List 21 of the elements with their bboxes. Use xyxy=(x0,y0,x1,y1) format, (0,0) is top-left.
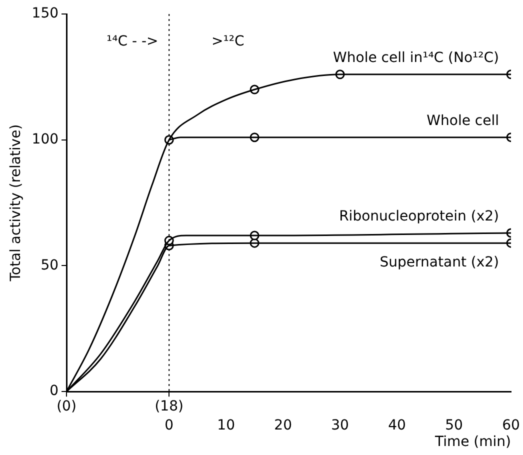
annotation: >¹²C xyxy=(212,34,244,50)
x-tick-label: 0 xyxy=(164,417,174,434)
x2-tick-label: (0) xyxy=(56,398,76,415)
series-label: Whole cell in¹⁴C (No¹²C) xyxy=(333,50,499,66)
x-axis-title: Time (min) xyxy=(434,434,511,450)
series-label: Whole cell xyxy=(426,112,499,129)
y-tick-label: 150 xyxy=(32,6,59,22)
y-tick-label: 50 xyxy=(40,257,59,274)
y-tick-label: 100 xyxy=(32,132,59,148)
y-tick-label: 0 xyxy=(50,383,59,400)
series-label: Ribonucleoprotein (x2) xyxy=(339,208,499,225)
y-axis-title: Total activity (relative) xyxy=(8,124,24,282)
series-label: Supernatant (x2) xyxy=(380,254,499,271)
x2-tick-label: (18) xyxy=(154,398,184,415)
x-tick-label: 60 xyxy=(502,417,520,434)
x-tick-label: 40 xyxy=(388,417,406,434)
annotation: ¹⁴C - -> xyxy=(106,34,158,50)
x-tick-label: 30 xyxy=(331,417,349,434)
x-tick-label: 10 xyxy=(217,417,235,434)
x-tick-label: 50 xyxy=(445,417,463,434)
x-tick-label: 20 xyxy=(274,417,292,434)
